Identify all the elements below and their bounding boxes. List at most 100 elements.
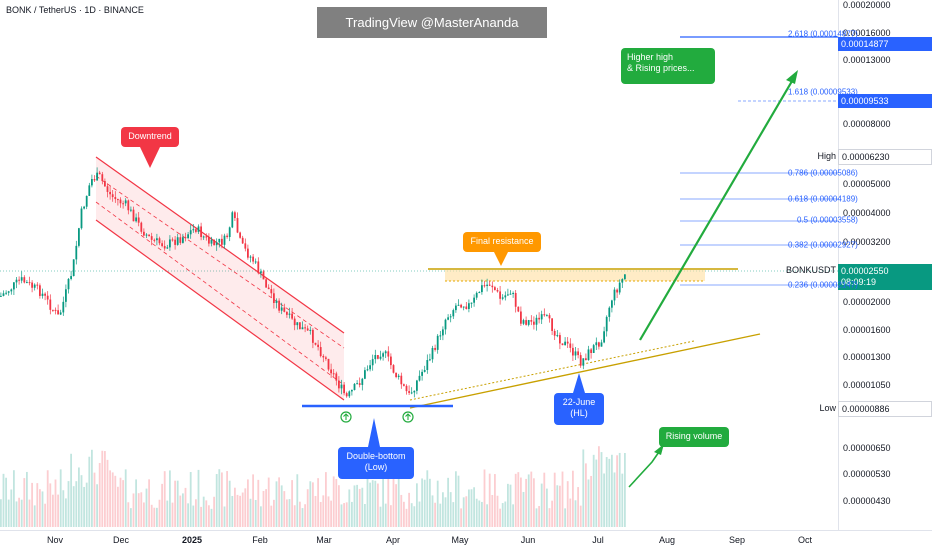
candle: [460, 304, 462, 308]
volume-bar: [205, 500, 208, 527]
candle: [88, 185, 91, 196]
candle: [208, 237, 210, 244]
volume-bar: [460, 508, 462, 527]
candle: [564, 341, 566, 346]
candle: [2, 293, 5, 296]
volume-bar: [621, 473, 624, 527]
volume-bar: [163, 471, 166, 527]
volume-bar: [187, 503, 189, 527]
candle: [275, 300, 278, 303]
volume-bar: [189, 472, 192, 527]
volume-bar: [530, 471, 533, 527]
candle: [135, 217, 137, 222]
volume-bar: [377, 483, 379, 527]
candle: [392, 365, 395, 373]
volume-bar: [18, 497, 20, 527]
candle: [293, 318, 296, 326]
candle: [145, 234, 148, 236]
volume-bar: [132, 493, 135, 527]
candle: [75, 245, 78, 260]
candle: [171, 239, 174, 241]
volume-bar: [436, 480, 439, 527]
volume-bar: [65, 498, 67, 527]
volume-bar: [364, 504, 366, 527]
time-axis[interactable]: Nov Dec 2025 Feb Mar Apr May Jun Jul Aug…: [0, 530, 932, 551]
price-tick: 0.00004000: [843, 208, 891, 218]
volume-bar: [49, 483, 52, 527]
hl-callout: 22-June (HL): [554, 393, 604, 425]
candle: [210, 239, 213, 244]
volume-bar: [236, 494, 239, 527]
volume-bar: [491, 495, 494, 527]
volume-bar: [595, 459, 598, 527]
volume-bar: [468, 489, 470, 527]
candle: [176, 237, 179, 245]
volume-bar: [447, 477, 449, 527]
volume-bar: [345, 502, 348, 527]
candle: [397, 375, 400, 378]
volume-bar: [72, 486, 75, 527]
candle: [226, 235, 228, 238]
candle: [483, 285, 486, 287]
volume-bar: [538, 506, 540, 527]
candle: [156, 238, 158, 241]
candle: [174, 239, 176, 245]
volume-bar: [429, 478, 431, 527]
candle: [158, 238, 161, 244]
candle: [278, 300, 280, 311]
volume-bar: [278, 477, 280, 527]
volume-bar: [486, 504, 488, 527]
candle: [231, 212, 234, 228]
projection-arrowhead: [786, 70, 798, 84]
time-tick: May: [451, 535, 469, 545]
volume-bar: [57, 494, 59, 527]
candle: [405, 385, 408, 392]
candle: [566, 341, 569, 344]
candle: [114, 197, 117, 200]
volume-bar: [184, 487, 187, 527]
volume-bar: [418, 501, 421, 527]
candle: [538, 317, 540, 320]
candle: [163, 246, 166, 249]
candle: [36, 284, 39, 286]
price-tick: 0.00003200: [843, 237, 891, 247]
candle: [345, 393, 348, 397]
candle: [598, 342, 600, 347]
candle: [109, 191, 111, 195]
price-tick: 0.00001050: [843, 380, 891, 390]
volume-bar: [410, 503, 413, 527]
candle: [179, 237, 182, 243]
fib-level-label: 1.618 (0.00009533): [788, 87, 858, 97]
time-tick: Mar: [316, 535, 332, 545]
volume-bar: [135, 479, 137, 527]
volume-bar: [384, 503, 387, 527]
candle: [244, 243, 247, 249]
volume-bar: [46, 470, 49, 527]
volume-bar: [262, 490, 265, 527]
volume-bar: [59, 469, 62, 527]
candle: [327, 358, 330, 370]
candle: [587, 349, 590, 361]
volume-bar: [182, 493, 184, 527]
volume-bar: [85, 482, 88, 527]
volume-bar: [215, 474, 218, 527]
volume-bar: [78, 467, 80, 527]
time-tick: Nov: [46, 535, 64, 545]
candle: [434, 347, 436, 350]
candle: [364, 370, 366, 379]
candle: [551, 318, 553, 331]
candle: [52, 309, 54, 311]
volume-bar: [228, 480, 231, 527]
volume-bar: [358, 488, 361, 527]
volume-bar: [543, 472, 546, 527]
volume-bar: [465, 496, 468, 527]
volume-bar: [101, 450, 104, 527]
price-tick: 0.00000530: [843, 469, 891, 479]
candle: [356, 383, 358, 385]
candle: [260, 271, 262, 274]
candle: [585, 358, 587, 361]
candle: [621, 279, 624, 283]
candle: [491, 285, 494, 288]
candle: [358, 383, 361, 385]
